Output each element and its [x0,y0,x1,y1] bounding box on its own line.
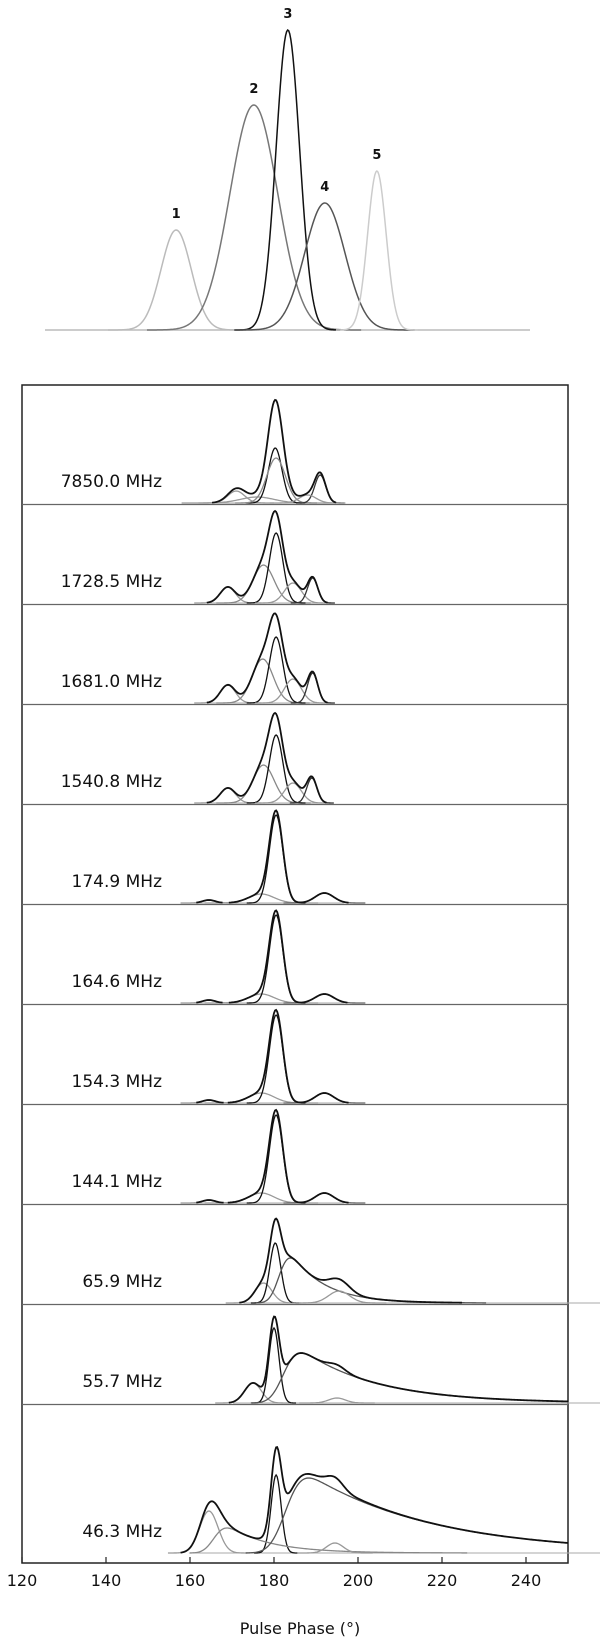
component-curve [245,447,306,504]
total-profile [228,1315,569,1404]
component-label: 2 [249,82,258,97]
component-label: 5 [372,148,381,163]
component-curve [246,814,306,904]
total-profile [196,1108,349,1204]
frequency-label: 1681.0 MHz [61,672,162,692]
component-curve [194,684,262,704]
frequency-label: 1540.8 MHz [61,772,162,792]
x-tick-label: 160 [175,1571,206,1590]
component-curve [250,1352,569,1404]
component-curve [255,678,331,704]
component-curve [245,1477,569,1554]
total-profile [196,809,349,904]
x-tick-label: 220 [427,1571,458,1590]
component-curve [246,636,306,704]
component-curve [246,532,306,604]
component-curve [108,229,244,331]
frequency-label: 46.3 MHz [82,1522,162,1542]
component-curve [299,1397,375,1404]
component-curve [225,1282,302,1304]
frequency-label: 154.3 MHz [72,1072,163,1092]
x-tick-label: 120 [7,1571,38,1590]
component-curve [234,202,415,331]
x-axis-label: Pulse Phase (°) [240,1619,361,1638]
x-tick-label: 180 [259,1571,290,1590]
component-curve [269,494,346,504]
frequency-label: 1728.5 MHz [61,572,162,592]
x-tick-label: 200 [343,1571,374,1590]
component-label: 1 [172,207,181,222]
component-curve [235,457,318,504]
component-label: 4 [320,180,329,195]
component-curve [290,577,335,604]
component-curve [194,787,262,804]
component-curve [255,782,331,804]
x-tick-label: 240 [511,1571,542,1590]
component-curve [246,914,306,1004]
component-curve [189,1527,468,1554]
total-profile [206,711,327,804]
component-curve [250,1242,300,1304]
frequency-label: 174.9 MHz [72,872,163,892]
component-curve [194,586,262,604]
component-curve [255,582,331,604]
component-curve [256,1257,487,1304]
component-curve [335,169,418,331]
frequency-label: 65.9 MHz [82,1272,162,1292]
component-curve [291,1290,387,1304]
total-profile [211,398,337,504]
frequency-label: 7850.0 MHz [61,472,162,492]
component-curve [246,1114,306,1204]
frequency-label: 144.1 MHz [72,1172,163,1192]
component-curve [254,1473,299,1554]
total-profile [196,1008,349,1104]
component-curve [246,734,306,804]
component-curve [289,777,334,804]
total-profile [239,1217,462,1304]
total-profile [206,509,328,604]
total-profile [196,909,348,1004]
component-curve [290,672,335,704]
component-curve [246,1014,306,1104]
total-profile [206,612,328,704]
component-label: 3 [283,7,292,22]
frequency-label: 55.7 MHz [82,1372,162,1392]
plot-frame [21,384,569,1564]
component-curve [235,28,341,331]
component-curve [296,474,345,504]
total-profile [180,1446,569,1554]
frequency-label: 164.6 MHz [72,972,163,992]
component-curve [297,1542,373,1554]
component-curve [215,1382,291,1404]
x-tick-label: 140 [91,1571,122,1590]
